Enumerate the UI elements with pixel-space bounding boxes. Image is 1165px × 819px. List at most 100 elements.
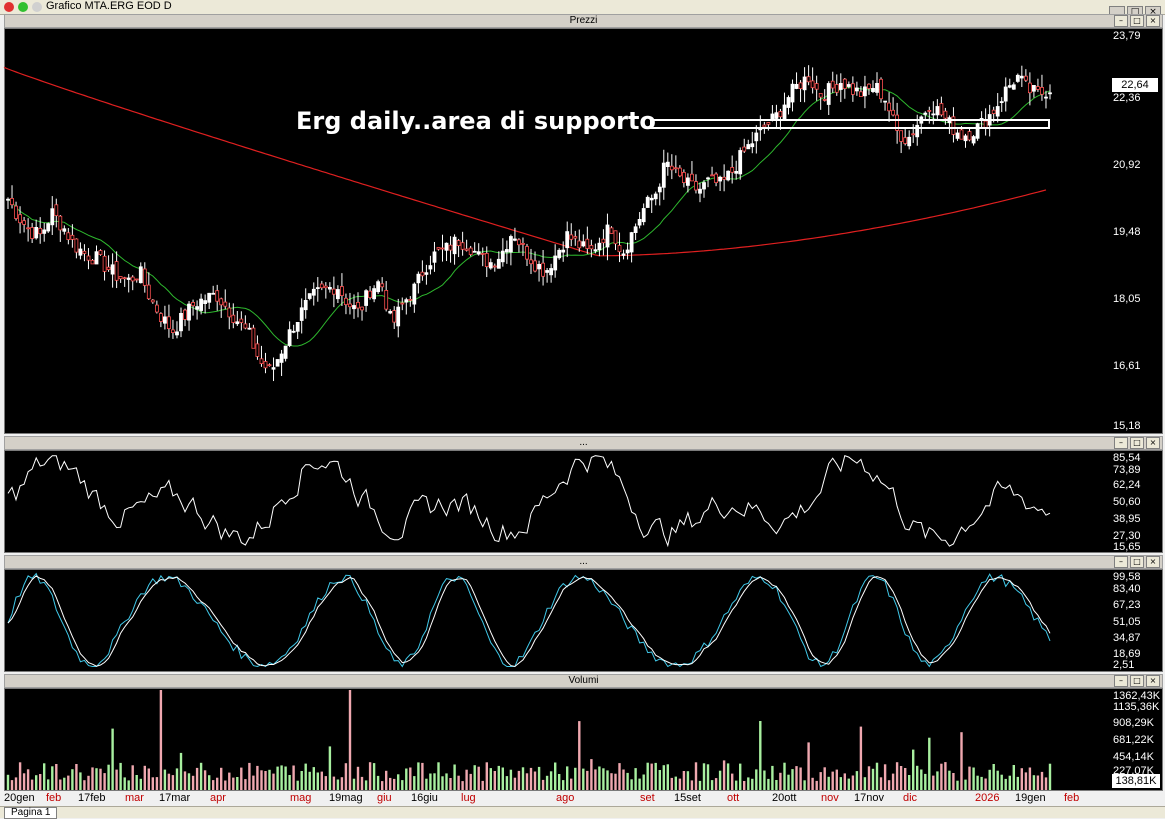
- price-y-tick: 15,18: [1113, 420, 1141, 432]
- volume-bar: [111, 728, 114, 790]
- panel-maximize-button[interactable]: □: [1130, 675, 1144, 687]
- osc1-panel-title: ...: [579, 437, 588, 448]
- volume-bar: [549, 771, 553, 790]
- candle-body: [706, 177, 710, 180]
- candle-body: [86, 255, 91, 261]
- candle-body: [529, 259, 533, 265]
- candle-body: [537, 263, 541, 270]
- panel-minimize-button[interactable]: –: [1114, 15, 1128, 27]
- candle-body: [251, 327, 256, 349]
- volume-bar: [272, 773, 275, 790]
- volume-bar: [598, 766, 601, 790]
- volume-bar: [497, 765, 500, 790]
- maximize-dot-icon[interactable]: [18, 2, 28, 12]
- support-annotation-label: Erg daily..area di supporto: [296, 107, 656, 135]
- candle-body: [678, 167, 682, 177]
- volume-bar: [690, 780, 694, 790]
- candle-body: [597, 242, 602, 251]
- x-tick-label: 2026: [975, 792, 1000, 804]
- sheet-tab[interactable]: Pagina 1: [4, 807, 58, 819]
- candle-body: [625, 249, 630, 254]
- candle-body: [356, 301, 360, 309]
- candle-body: [207, 292, 212, 303]
- candle-body: [30, 227, 35, 239]
- candle-body: [170, 329, 175, 333]
- candle-body: [698, 188, 702, 194]
- volume-bar: [87, 775, 90, 790]
- candle-body: [673, 167, 678, 170]
- candle-body: [404, 299, 409, 303]
- candle-body: [416, 273, 421, 284]
- volume-bar: [803, 780, 806, 790]
- candle-body: [90, 259, 95, 265]
- close-dot-icon[interactable]: [4, 2, 14, 12]
- candle-body: [468, 247, 473, 255]
- candle-body: [601, 238, 606, 244]
- candle-body: [114, 261, 119, 281]
- volume-bar: [984, 778, 987, 790]
- candle-body: [867, 83, 871, 89]
- candle-body: [162, 316, 167, 324]
- panel-minimize-button[interactable]: –: [1114, 556, 1128, 568]
- panel-maximize-button[interactable]: □: [1130, 15, 1144, 27]
- candle-body: [339, 286, 344, 297]
- candle-body: [927, 110, 932, 112]
- volume-bar: [316, 772, 319, 790]
- volume-bar: [360, 776, 364, 790]
- volume-bar: [51, 766, 54, 790]
- panel-close-button[interactable]: ×: [1146, 675, 1160, 687]
- volume-bar: [851, 775, 855, 790]
- price-panel[interactable]: [4, 28, 1163, 434]
- candle-body: [279, 353, 284, 363]
- minimize-dot-icon[interactable]: [32, 2, 42, 12]
- volume-bar: [710, 780, 714, 790]
- volume-bar: [260, 770, 263, 790]
- panel-minimize-button[interactable]: –: [1114, 437, 1128, 449]
- candle-body: [887, 102, 891, 112]
- candle-body: [935, 106, 940, 116]
- candle-body: [283, 345, 288, 359]
- volume-bar: [529, 767, 533, 790]
- candle-body: [14, 205, 18, 219]
- candle-body: [291, 330, 296, 333]
- x-tick-label: 17feb: [78, 792, 106, 804]
- volume-bar: [787, 774, 790, 790]
- candle-body: [267, 364, 272, 367]
- volume-bar: [501, 767, 504, 790]
- price-y-tick: 22,36: [1113, 92, 1141, 104]
- volume-bar: [554, 762, 557, 790]
- x-tick-label: lug: [461, 792, 476, 804]
- panel-minimize-button[interactable]: –: [1114, 675, 1128, 687]
- volume-bar: [916, 765, 919, 790]
- osc2-y-tick: 99,58: [1113, 571, 1141, 583]
- volume-bar: [932, 775, 935, 790]
- candle-body: [621, 253, 626, 256]
- candle-body: [303, 299, 308, 311]
- candle-body: [855, 87, 859, 92]
- volume-bar: [891, 773, 895, 790]
- volume-bar: [867, 766, 871, 790]
- volume-bar: [835, 769, 838, 790]
- volume-bar: [956, 780, 959, 790]
- candle-body: [175, 331, 179, 336]
- volume-bar: [775, 780, 778, 790]
- panel-maximize-button[interactable]: □: [1130, 556, 1144, 568]
- candle-body: [508, 236, 513, 253]
- candle-body: [702, 182, 706, 190]
- osc2-panel[interactable]: [4, 569, 1163, 672]
- volume-bar: [123, 777, 126, 790]
- osc1-panel[interactable]: [4, 450, 1163, 553]
- candle-body: [589, 245, 594, 250]
- panel-close-button[interactable]: ×: [1146, 556, 1160, 568]
- candle-body: [22, 220, 27, 225]
- candle-body: [983, 120, 988, 128]
- panel-close-button[interactable]: ×: [1146, 15, 1160, 27]
- volume-bar: [453, 764, 456, 790]
- panel-maximize-button[interactable]: □: [1130, 437, 1144, 449]
- panel-close-button[interactable]: ×: [1146, 437, 1160, 449]
- candle-body: [818, 93, 823, 98]
- support-area-rectangle: [650, 119, 1050, 129]
- volume-bar: [863, 777, 867, 790]
- x-tick-label: 17mar: [159, 792, 191, 804]
